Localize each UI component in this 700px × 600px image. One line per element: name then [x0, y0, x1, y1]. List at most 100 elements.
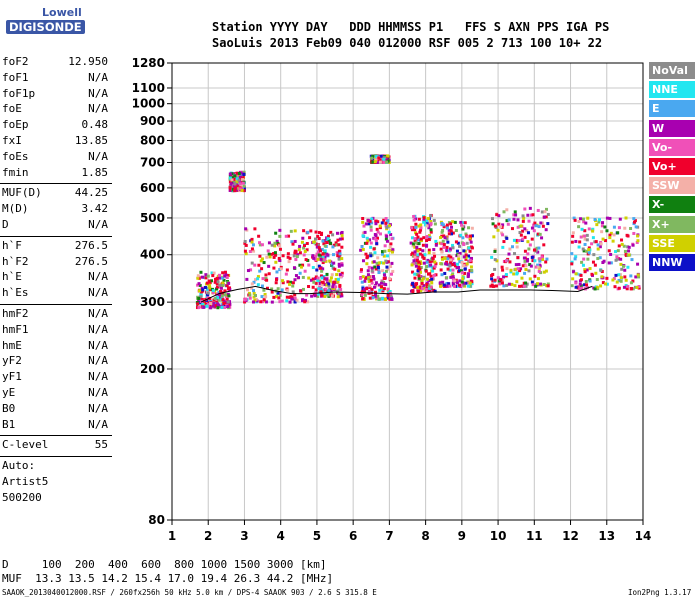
echo-point	[414, 222, 418, 226]
echo-point	[577, 219, 581, 223]
header-row-values: SaoLuis 2013 Feb09 040 012000 RSF 005 2 …	[212, 36, 603, 50]
echo-point	[196, 274, 200, 278]
echo-point	[376, 264, 380, 268]
echo-point	[447, 282, 451, 286]
echo-point	[425, 243, 429, 247]
echo-point	[278, 268, 282, 272]
echo-point	[340, 263, 344, 267]
echo-point	[290, 297, 294, 301]
echo-point	[272, 295, 276, 299]
echo-point	[587, 246, 591, 250]
echo-point	[605, 282, 609, 286]
echo-point	[246, 288, 250, 292]
echo-point	[270, 290, 274, 294]
echo-point	[324, 238, 328, 242]
echo-point	[581, 263, 585, 267]
echo-point	[577, 225, 581, 229]
echo-point	[361, 231, 365, 235]
echo-point	[225, 284, 229, 288]
echo-point	[215, 282, 219, 286]
echo-point	[274, 260, 278, 264]
echo-point	[368, 284, 372, 288]
echo-point	[601, 221, 605, 225]
echo-point	[321, 252, 325, 256]
echo-point	[429, 219, 433, 223]
echo-point	[373, 290, 377, 294]
echo-point	[599, 284, 603, 288]
echo-point	[538, 232, 542, 236]
echo-point	[600, 224, 604, 228]
echo-point	[209, 302, 213, 306]
echo-point	[323, 277, 327, 281]
echo-point	[197, 296, 201, 300]
echo-point	[493, 258, 497, 262]
echo-point	[252, 280, 256, 284]
echo-point	[588, 279, 592, 283]
echo-point	[583, 237, 587, 241]
echo-point	[293, 278, 297, 282]
echo-point	[264, 300, 268, 304]
echo-point	[538, 257, 542, 261]
echo-point	[584, 221, 588, 225]
echo-point	[462, 281, 466, 285]
echo-point	[327, 282, 331, 286]
echo-point	[202, 305, 206, 309]
echo-point	[573, 257, 577, 261]
echo-point	[264, 295, 268, 299]
echo-point	[424, 265, 428, 269]
x-tick-label: 2	[204, 529, 212, 543]
echo-point	[417, 276, 421, 280]
echo-point	[422, 218, 426, 222]
echo-point	[505, 236, 509, 240]
param-value: N/A	[88, 149, 108, 163]
echo-point	[230, 185, 234, 189]
echo-point	[217, 303, 221, 307]
echo-point	[218, 276, 222, 280]
echo-point	[416, 253, 420, 257]
echo-point	[384, 237, 388, 241]
param-separator	[0, 435, 112, 437]
echo-point	[250, 261, 254, 265]
echo-point	[200, 286, 204, 290]
echo-point	[445, 237, 449, 241]
echo-point	[458, 244, 462, 248]
echo-point	[607, 261, 611, 265]
echo-point	[430, 265, 434, 269]
echo-point	[326, 253, 330, 257]
echo-point	[335, 289, 339, 293]
echo-point	[524, 264, 528, 268]
echo-point	[197, 289, 201, 293]
echo-point	[203, 285, 207, 289]
echo-point	[320, 231, 324, 235]
echo-point	[338, 273, 342, 277]
param-yf2: yF2 N/A	[2, 354, 108, 369]
echo-point	[294, 258, 298, 262]
echo-point	[627, 253, 631, 257]
echo-point	[197, 282, 201, 286]
x-tick-label: 12	[562, 529, 579, 543]
x-tick-label: 10	[490, 529, 507, 543]
echo-point	[536, 263, 540, 267]
echo-point	[512, 272, 516, 276]
param-value: N/A	[88, 354, 108, 368]
echo-point	[452, 284, 456, 288]
echo-point	[414, 261, 418, 265]
echo-point	[424, 269, 428, 273]
echo-point	[458, 269, 462, 273]
echo-point	[367, 222, 371, 226]
echo-point	[386, 267, 390, 271]
param-fof2: foF2 12.950	[2, 55, 108, 70]
echo-point	[208, 288, 212, 292]
echo-point	[312, 280, 316, 284]
echo-point	[438, 281, 442, 285]
echo-point	[378, 232, 382, 236]
echo-point	[380, 250, 384, 254]
echo-point	[316, 257, 320, 261]
echo-point	[463, 221, 467, 225]
echo-point	[278, 291, 282, 295]
h-trace-line	[200, 285, 593, 303]
param-separator	[0, 235, 112, 237]
echo-point	[259, 300, 263, 304]
echo-point	[242, 172, 246, 176]
echo-point	[443, 271, 447, 275]
